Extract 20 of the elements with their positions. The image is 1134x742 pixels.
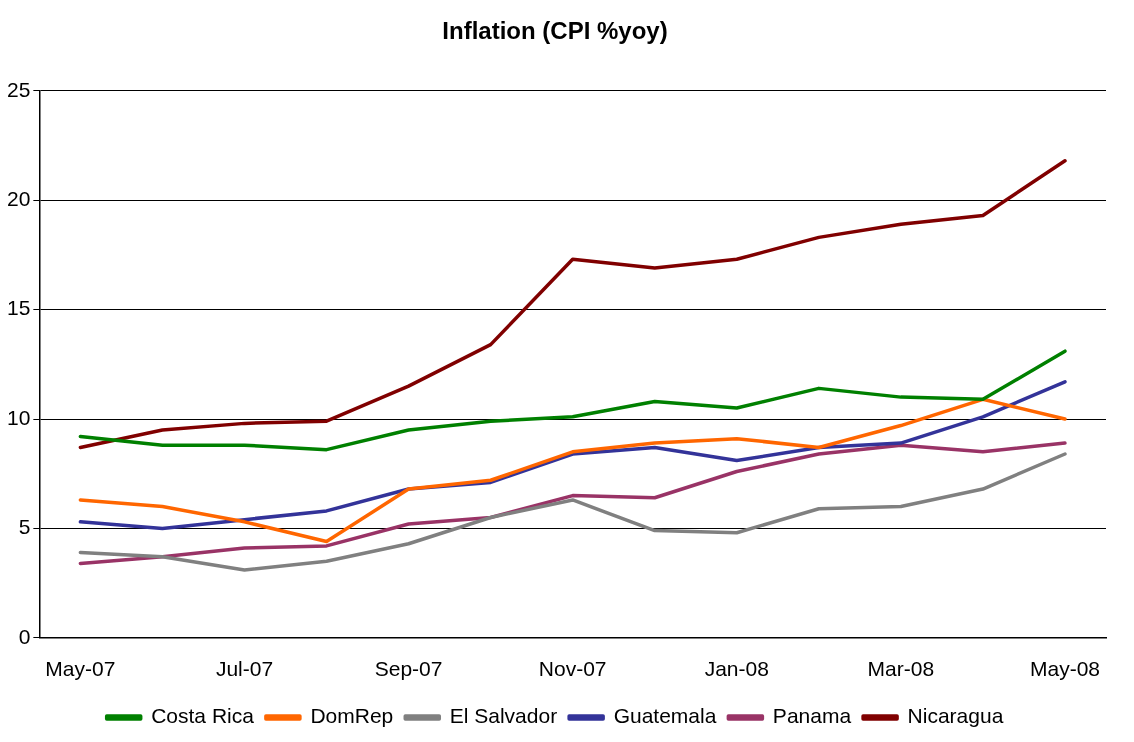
legend-label: DomRep	[310, 704, 394, 728]
x-tick-label: Sep-07	[374, 657, 443, 681]
legend-label: Nicaragua	[907, 704, 1004, 728]
legend-label: El Salvador	[449, 704, 558, 728]
x-tick-label: Jan-08	[704, 657, 769, 681]
x-tick-label: May-08	[1029, 657, 1100, 681]
y-tick-label: 0	[18, 624, 31, 648]
y-tick-label: 25	[7, 77, 31, 101]
x-tick-label: May-07	[45, 657, 116, 681]
legend-label: Costa Rica	[151, 704, 255, 728]
legend-label: Panama	[772, 704, 852, 728]
x-tick-label: Jul-07	[215, 657, 274, 681]
y-tick-label: 5	[18, 515, 31, 539]
y-tick-label: 20	[7, 187, 31, 210]
x-tick-label: Mar-08	[867, 657, 935, 681]
x-tick-label: Nov-07	[538, 657, 607, 681]
legend-label: Guatemala	[613, 704, 717, 728]
y-tick-label: 10	[7, 405, 31, 429]
chart-title: Inflation (CPI %yoy)	[442, 17, 668, 45]
y-tick-label: 15	[7, 296, 31, 320]
